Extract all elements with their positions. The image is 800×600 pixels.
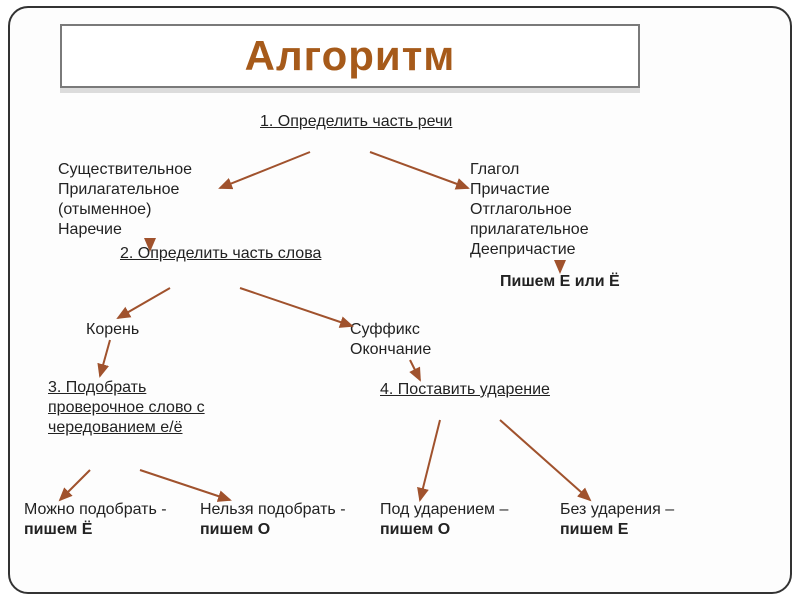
node-step1: 1. Определить часть речи xyxy=(260,112,470,132)
node-line: (отыменное) xyxy=(58,200,238,220)
node-result: пишем Ё xyxy=(24,521,93,538)
node-leaf3: Под ударением – пишем О xyxy=(380,500,530,540)
node-right1: ГлаголПричастиеОтглагольноеприлагательно… xyxy=(470,160,670,260)
node-line: Отглагольное xyxy=(470,200,670,220)
node-line: Прилагательное xyxy=(58,180,238,200)
node-result: пишем О xyxy=(380,521,450,538)
node-leaf2: Нельзя подобрать - пишем О xyxy=(200,500,350,540)
node-line: Можно подобрать - xyxy=(24,500,174,520)
title-box: Алгоритм xyxy=(60,24,640,88)
node-line: Деепричастие xyxy=(470,240,670,260)
node-result: пишем О xyxy=(200,521,270,538)
node-step3: 3. Подобрать проверочное слово с чередов… xyxy=(48,378,228,438)
node-line: 4. Поставить ударение xyxy=(380,380,580,400)
node-suffix: СуффиксОкончание xyxy=(350,320,490,360)
title-text: Алгоритм xyxy=(245,32,456,80)
node-line: Корень xyxy=(86,320,206,340)
node-res_r: Пишем Е или Ё xyxy=(500,272,680,292)
node-step2: 2. Определить часть слова xyxy=(120,244,340,264)
node-step4: 4. Поставить ударение xyxy=(380,380,580,400)
node-line: Без ударения – xyxy=(560,500,710,520)
node-line: Суффикс xyxy=(350,320,490,340)
node-line: Нельзя подобрать - xyxy=(200,500,350,520)
node-line: 1. Определить часть речи xyxy=(260,112,470,132)
node-line: Окончание xyxy=(350,340,490,360)
node-line: Глагол xyxy=(470,160,670,180)
node-result: пишем Е xyxy=(560,521,628,538)
node-line: 2. Определить часть слова xyxy=(120,244,340,264)
node-line: прилагательное xyxy=(470,220,670,240)
node-line: Причастие xyxy=(470,180,670,200)
node-leaf1: Можно подобрать - пишем Ё xyxy=(24,500,174,540)
node-line: Наречие xyxy=(58,220,238,240)
node-root: Корень xyxy=(86,320,206,340)
node-line: Существительное xyxy=(58,160,238,180)
node-line: 3. Подобрать проверочное слово с чередов… xyxy=(48,378,228,438)
node-leaf4: Без ударения – пишем Е xyxy=(560,500,710,540)
node-line: Под ударением – xyxy=(380,500,530,520)
node-line: Пишем Е или Ё xyxy=(500,272,680,292)
node-left1: СуществительноеПрилагательное(отыменное)… xyxy=(58,160,238,240)
